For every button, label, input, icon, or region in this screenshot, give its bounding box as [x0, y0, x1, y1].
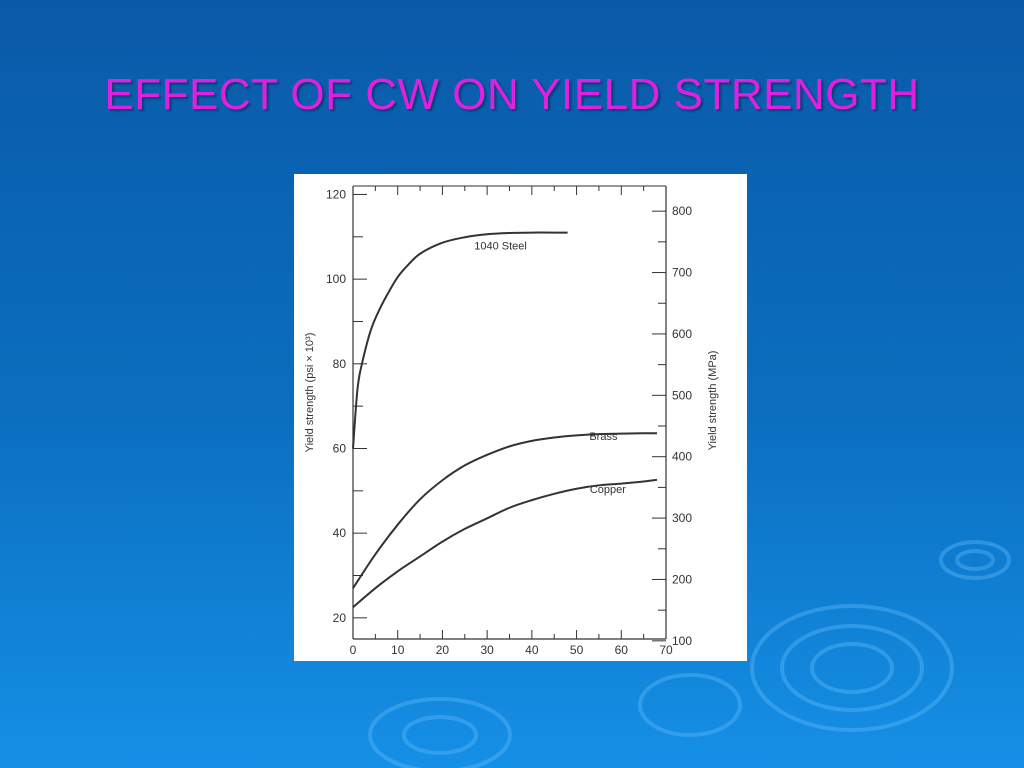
x-tick-label: 10	[391, 643, 405, 657]
y-tick-label: 40	[333, 526, 347, 540]
yield-strength-chart: 0 10 20 30 40 50 60 70 20 40 60 80 100 120 100 200 300 40…	[304, 185, 719, 657]
x-tick-label: 70	[659, 643, 673, 657]
x-tick-label: 0	[350, 643, 357, 657]
y-tick-label: 80	[333, 357, 347, 371]
chart-panel: 0 10 20 30 40 50 60 70 20 40 60 80 100 120 100 200 300 40…	[294, 174, 747, 661]
y2-tick-label: 500	[672, 388, 692, 402]
slide-title: EFFECT OF CW ON YIELD STRENGTH	[104, 70, 920, 119]
series-label-brass: Brass	[589, 431, 618, 443]
y2-tick-label: 700	[672, 266, 692, 280]
x-tick-label: 60	[615, 643, 629, 657]
y-tick-label: 20	[333, 611, 347, 625]
y-tick-label: 120	[326, 187, 346, 201]
series-line-copper	[352, 478, 658, 609]
y-axis-title-left: Yield strength (psi × 10³)	[304, 333, 316, 453]
y2-tick-label: 100	[672, 634, 692, 648]
y2-tick-label: 800	[672, 204, 692, 218]
series-line-brass	[352, 432, 658, 589]
x-tick-label: 20	[436, 643, 450, 657]
y-tick-label: 60	[333, 441, 347, 455]
series-line-1040-steel	[352, 231, 568, 449]
x-tick-label: 40	[525, 643, 539, 657]
y-axis-title-right: Yield strength (MPa)	[707, 351, 719, 451]
y2-tick-label: 200	[672, 572, 692, 586]
y2-tick-label: 600	[672, 327, 692, 341]
series-label-1040-steel: 1040 Steel	[474, 241, 527, 253]
y2-tick-label: 400	[672, 450, 692, 464]
series-label-copper: Copper	[590, 484, 626, 496]
x-tick-label: 50	[570, 643, 584, 657]
x-tick-label: 30	[480, 643, 494, 657]
y2-tick-label: 300	[672, 511, 692, 525]
y-tick-label: 100	[326, 272, 346, 286]
